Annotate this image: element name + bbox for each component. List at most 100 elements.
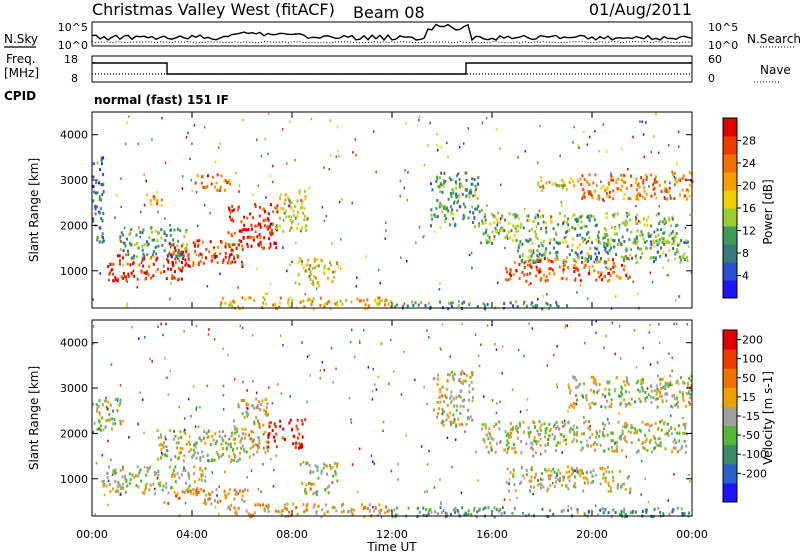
data-cell <box>562 268 565 272</box>
data-cell <box>197 490 200 494</box>
data-cell <box>506 447 509 451</box>
data-cell <box>552 246 555 250</box>
data-cell <box>274 302 277 306</box>
data-cell <box>106 476 109 479</box>
data-cell <box>339 299 342 303</box>
data-cell <box>208 493 211 497</box>
data-cell <box>666 197 669 201</box>
data-cell <box>653 389 656 393</box>
data-cell <box>245 509 248 513</box>
data-cell <box>634 510 637 514</box>
data-cell <box>486 204 488 207</box>
data-cell <box>199 466 202 470</box>
data-cell <box>594 252 597 256</box>
data-cell <box>542 214 545 218</box>
data-cell <box>214 252 217 255</box>
data-cell <box>355 154 357 157</box>
data-cell <box>538 252 541 256</box>
data-cell <box>516 436 519 440</box>
data-cell <box>619 394 622 398</box>
data-cell <box>548 434 551 438</box>
data-cell <box>455 192 458 196</box>
data-cell <box>512 472 515 476</box>
data-cell <box>626 380 629 384</box>
data-cell <box>478 507 481 511</box>
data-cell <box>258 422 261 426</box>
data-cell <box>329 261 332 265</box>
data-cell <box>441 385 444 389</box>
data-cell <box>519 424 522 428</box>
data-cell <box>540 452 542 456</box>
data-cell <box>235 430 238 434</box>
data-cell <box>567 487 570 491</box>
data-cell <box>353 508 355 512</box>
data-cell <box>271 232 274 236</box>
data-cell <box>514 213 517 217</box>
data-cell <box>520 466 523 470</box>
data-cell <box>626 423 629 427</box>
data-cell <box>462 202 465 206</box>
data-cell <box>611 431 614 435</box>
data-cell <box>337 155 340 158</box>
data-cell <box>664 385 666 389</box>
data-cell <box>441 412 444 416</box>
data-cell <box>511 388 514 392</box>
data-cell <box>313 503 316 507</box>
data-cell <box>497 221 499 224</box>
data-cell <box>288 215 291 219</box>
data-cell <box>511 239 514 243</box>
data-cell <box>301 205 304 209</box>
data-cell <box>503 448 506 452</box>
data-cell <box>509 301 512 305</box>
data-cell <box>467 127 469 130</box>
data-cell <box>580 250 583 254</box>
data-cell <box>583 191 586 195</box>
data-cell <box>527 259 530 263</box>
data-cell <box>379 281 381 285</box>
data-cell <box>95 403 98 407</box>
data-cell <box>153 238 156 242</box>
data-cell <box>194 425 197 428</box>
data-cell <box>604 246 607 250</box>
data-cell <box>250 430 253 433</box>
data-cell <box>222 453 225 456</box>
data-cell <box>364 506 367 509</box>
data-cell <box>551 182 554 186</box>
data-cell <box>449 205 452 209</box>
data-cell <box>512 224 515 228</box>
data-cell <box>433 486 436 489</box>
data-cell <box>560 433 563 437</box>
data-cell <box>145 473 148 477</box>
data-cell <box>449 411 452 415</box>
data-cell <box>99 211 102 215</box>
data-cell <box>636 197 639 201</box>
data-cell <box>107 465 110 469</box>
data-cell <box>557 468 560 472</box>
colorbar-tick-label: -15 <box>742 410 760 423</box>
data-cell <box>534 230 536 234</box>
data-cell <box>131 325 133 329</box>
data-cell <box>561 451 563 454</box>
data-cell <box>461 370 464 373</box>
data-cell <box>555 426 558 430</box>
data-cell <box>203 501 206 505</box>
data-cell <box>458 423 461 427</box>
data-cell <box>273 435 276 439</box>
data-cell <box>255 267 258 270</box>
data-cell <box>366 298 369 302</box>
colorbar-tick-label: 20 <box>742 180 756 193</box>
data-cell <box>576 217 579 221</box>
data-cell <box>119 468 122 472</box>
data-cell <box>641 233 644 237</box>
data-cell <box>664 387 667 391</box>
data-cell <box>590 375 593 379</box>
data-cell <box>336 463 338 466</box>
data-cell <box>457 304 460 308</box>
data-cell <box>632 280 635 283</box>
freq-label-2: [MHz] <box>4 66 39 80</box>
data-cell <box>427 301 430 305</box>
data-cell <box>180 473 183 477</box>
data-cell <box>605 211 608 215</box>
data-cell <box>499 400 501 404</box>
data-cell <box>118 403 121 407</box>
